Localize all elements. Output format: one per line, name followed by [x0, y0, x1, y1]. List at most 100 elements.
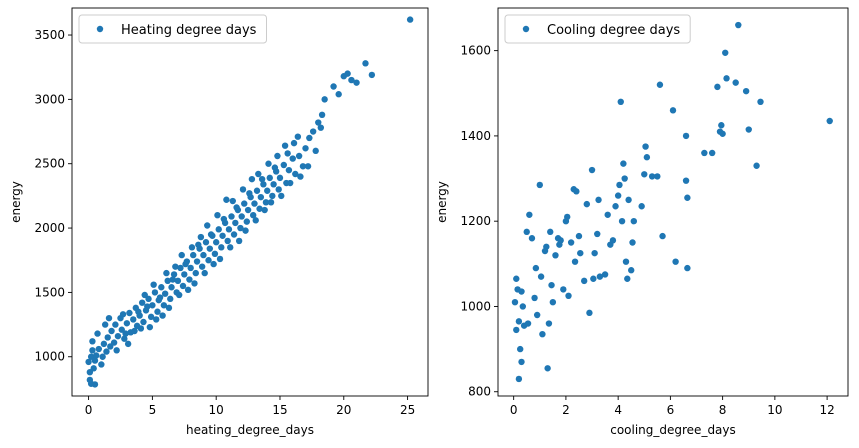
heating-data-point — [406, 16, 414, 23]
cooling-data-point — [614, 192, 622, 199]
heating-data-point — [267, 199, 275, 206]
heating-data-point — [187, 264, 194, 272]
heating-data-point — [233, 204, 240, 211]
heating-x-tick-label: 0 — [85, 403, 93, 417]
cooling-y-tick-label: 800 — [468, 385, 491, 399]
heating-data-point — [123, 320, 131, 327]
heating-data-point — [191, 280, 198, 287]
heating-data-point — [168, 284, 175, 291]
heating-x-tick-label: 15 — [272, 403, 287, 417]
heating-data-point — [312, 147, 319, 155]
heating-data-point — [229, 197, 236, 205]
heating-data-point — [335, 91, 342, 98]
cooling-data-point — [735, 21, 742, 29]
cooling-data-point — [543, 243, 550, 250]
heating-data-point — [100, 340, 108, 348]
heating-data-point — [198, 263, 206, 270]
heating-data-point — [280, 161, 288, 169]
heating-data-point — [206, 245, 214, 252]
cooling-data-point — [642, 143, 649, 150]
cooling-y-axis-label: energy — [435, 181, 449, 223]
heating-data-point — [255, 170, 262, 178]
cooling-data-point — [719, 130, 726, 137]
cooling-data-point — [826, 117, 833, 125]
heating-legend-label: Heating degree days — [121, 23, 257, 38]
heating-data-point — [146, 323, 154, 331]
cooling-data-point — [718, 122, 725, 129]
heating-data-point — [260, 181, 267, 188]
heating-data-point — [104, 334, 111, 341]
heating-data-point — [290, 139, 298, 147]
heating-data-point — [167, 295, 174, 303]
heating-data-point — [85, 358, 92, 366]
heating-data-point — [330, 83, 337, 90]
heating-data-point — [186, 276, 193, 283]
cooling-y-tick-label: 1200 — [460, 214, 491, 228]
heating-data-point — [269, 192, 276, 200]
cooling-data-point — [536, 181, 543, 189]
cooling-data-point — [742, 87, 750, 95]
heating-data-point — [243, 218, 251, 225]
heating-data-point — [190, 251, 197, 259]
heating-data-point — [232, 219, 239, 227]
cooling-data-point — [591, 249, 598, 257]
cooling-data-point — [564, 213, 571, 221]
cooling-data-point — [567, 239, 575, 246]
heating-data-point — [140, 318, 147, 326]
cooling-data-point — [723, 75, 730, 82]
cooling-data-point — [617, 98, 624, 106]
cooling-data-point — [586, 309, 593, 317]
cooling-x-tick-label: 8 — [719, 403, 727, 417]
cooling-data-point — [545, 320, 553, 327]
heating-data-point — [235, 237, 243, 245]
heating-data-point — [299, 163, 307, 170]
cooling-y-tick-label: 1400 — [460, 129, 491, 143]
cooling-data-point — [528, 235, 536, 242]
heating-data-point — [230, 231, 238, 238]
heating-data-point — [182, 260, 189, 268]
cooling-data-point — [539, 330, 546, 338]
cooling-legend-box — [504, 14, 691, 44]
heating-x-tick-label: 25 — [400, 403, 415, 417]
heating-data-point — [169, 276, 176, 283]
heating-data-point — [306, 134, 313, 142]
heating-data-point — [318, 111, 326, 119]
heating-data-point — [122, 330, 129, 337]
cooling-data-point — [684, 264, 691, 272]
cooling-data-point — [684, 194, 691, 201]
heating-data-point — [257, 193, 265, 201]
cooling-x-axis-label: cooling_degree_days — [610, 423, 736, 437]
heating-data-point — [258, 175, 266, 183]
cooling-data-point — [518, 288, 525, 295]
cooling-data-point — [682, 177, 690, 184]
heating-data-point — [154, 308, 161, 315]
heating-data-point — [256, 205, 263, 212]
heating-data-point — [241, 200, 248, 207]
cooling-data-point — [590, 275, 597, 282]
heating-data-point — [220, 215, 228, 223]
cooling-data-point — [588, 166, 596, 174]
cooling-data-point — [552, 252, 559, 259]
heating-data-point — [262, 199, 270, 206]
cooling-data-point — [513, 275, 520, 282]
heating-data-point — [252, 217, 259, 224]
cooling-data-point — [571, 258, 579, 265]
heating-data-point — [304, 163, 312, 170]
cooling-data-point — [643, 154, 651, 161]
heating-data-point — [211, 250, 219, 257]
heating-y-tick-label: 2500 — [34, 157, 65, 171]
heating-data-point — [163, 269, 170, 277]
heating-data-point — [188, 244, 196, 251]
cooling-data-point — [745, 126, 752, 133]
heating-data-point — [294, 133, 302, 140]
heating-data-point — [218, 244, 225, 251]
heating-data-point — [210, 260, 217, 268]
cooling-data-point — [573, 188, 580, 195]
heating-y-axis-label: energy — [9, 181, 23, 223]
heating-data-point — [261, 206, 268, 214]
heating-data-point — [251, 200, 258, 207]
heating-data-point — [164, 277, 171, 285]
cooling-legend: Cooling degree days — [504, 14, 691, 44]
cooling-x-tick-label: 4 — [614, 403, 622, 417]
heating-data-point — [207, 231, 215, 238]
